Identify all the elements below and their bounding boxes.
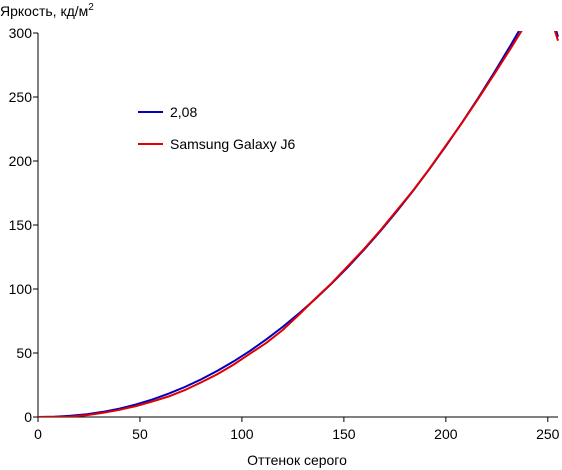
plot-frame <box>37 33 558 418</box>
x-tick-label: 250 <box>536 426 560 442</box>
y-tick-label: 150 <box>9 217 33 233</box>
legend: 2,08 Samsung Galaxy J6 <box>138 104 295 152</box>
y-axis-title-superscript: 2 <box>88 2 94 13</box>
y-tick-label: 100 <box>9 281 33 297</box>
x-tick-label: 0 <box>34 426 42 442</box>
y-tick-label: 50 <box>16 345 32 361</box>
x-tick-label: 150 <box>332 426 356 442</box>
legend-label: Samsung Galaxy J6 <box>170 136 295 152</box>
y-tick-label: 300 <box>9 25 33 41</box>
y-tick-label: 250 <box>9 89 33 105</box>
x-tick-label: 50 <box>132 426 148 442</box>
series-layer <box>38 31 559 417</box>
x-tick-label: 100 <box>230 426 254 442</box>
x-axis-title: Оттенок серого <box>247 452 347 468</box>
y-tick-label: 200 <box>9 153 33 169</box>
y-axis-title: Яркость, кд/м2 <box>0 2 94 19</box>
legend-label: 2,08 <box>170 104 197 120</box>
series-line-samsung-galaxy-j6 <box>38 31 559 417</box>
y-axis-ticks: 0 50 100 150 200 250 300 <box>9 25 38 425</box>
x-axis-ticks: 0 50 100 150 200 250 <box>34 417 560 442</box>
x-tick-label: 200 <box>434 426 458 442</box>
series-line-reference-gamma <box>38 31 559 417</box>
y-tick-label: 0 <box>24 409 32 425</box>
